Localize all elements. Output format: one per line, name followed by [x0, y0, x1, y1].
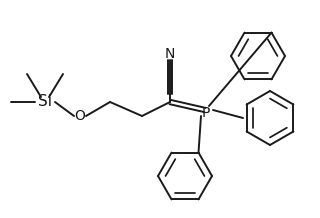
Text: Si: Si	[38, 94, 52, 109]
Text: P: P	[202, 106, 210, 120]
Text: O: O	[75, 109, 85, 123]
Text: N: N	[165, 47, 175, 61]
